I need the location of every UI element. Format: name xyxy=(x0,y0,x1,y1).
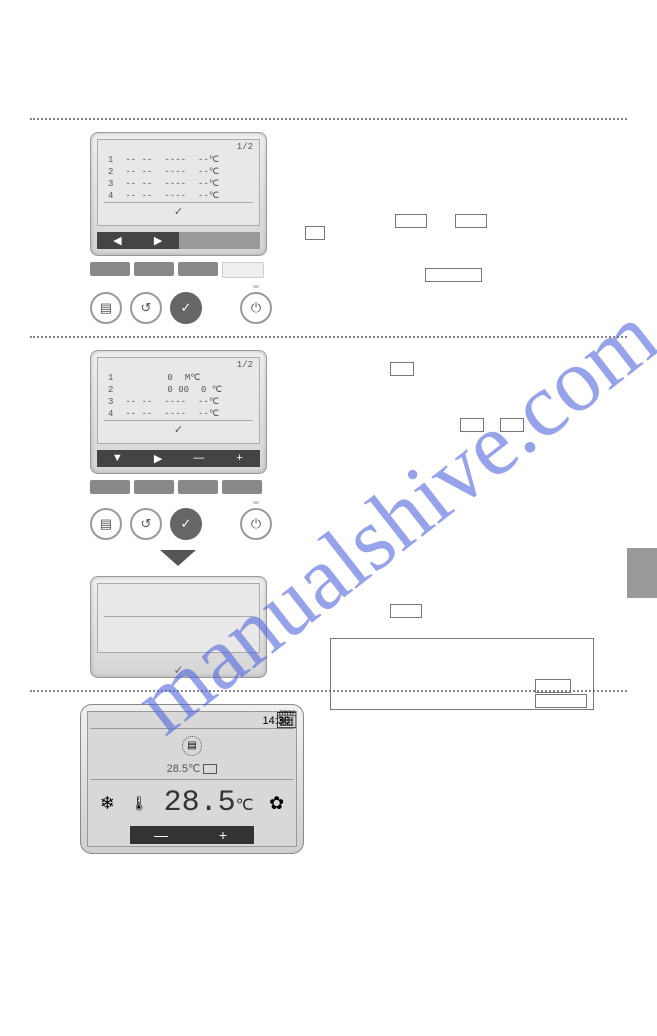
tab-4[interactable] xyxy=(219,232,260,249)
button-1[interactable] xyxy=(90,480,130,494)
table-row: 4-- --------℃ xyxy=(104,408,253,420)
table-row: 3-- --------℃ xyxy=(104,396,253,408)
check-bar: ✓ xyxy=(104,420,253,439)
tab-next[interactable]: ▶ xyxy=(138,450,179,467)
main-lcd-inner: 14:30 ▤ 28.5℃ ❄ 🌡 28.5℃ ✿ — + xyxy=(87,711,297,847)
lcd-screen-2: 1/2 10M℃ 20 000 ℃ 3-- --------℃ 4-- ----… xyxy=(90,350,267,474)
lcd-inner-1: 1/2 1-- --------℃ 2-- --------℃ 3-- ----… xyxy=(97,139,260,226)
tab-minus[interactable]: — xyxy=(179,450,220,467)
calendar-icon: 🗓 xyxy=(275,710,298,731)
button-4[interactable] xyxy=(222,262,264,278)
table-row: 20 000 ℃ xyxy=(104,384,253,396)
fan-icon: ✿ xyxy=(269,793,284,814)
ref-box xyxy=(395,212,427,230)
button-4[interactable] xyxy=(222,480,262,494)
ref-box xyxy=(425,266,482,284)
check-bar: ✓ xyxy=(104,202,253,221)
table-row: 1-- --------℃ xyxy=(104,154,253,166)
current-temp: 28.5℃ xyxy=(164,786,254,820)
ref-box xyxy=(460,416,484,434)
confirm-button[interactable]: ✓ xyxy=(170,508,202,540)
ref-box xyxy=(500,416,524,434)
tab-bar: ▼ ▶ — + xyxy=(97,450,260,467)
check-bar: ✓ xyxy=(91,659,266,681)
power-button[interactable]: ⏻ xyxy=(240,508,272,540)
temp-adjust-bar: — + xyxy=(130,826,254,844)
schedule-icon: ▤ xyxy=(90,729,294,762)
menu-button[interactable]: ▤ xyxy=(90,292,122,324)
ref-box xyxy=(390,360,414,378)
power-led xyxy=(253,501,259,504)
button-2[interactable] xyxy=(134,480,174,494)
ref-box xyxy=(455,212,487,230)
tab-plus[interactable]: + xyxy=(219,450,260,467)
lcd-inner-2: 1/2 10M℃ 20 000 ℃ 3-- --------℃ 4-- ----… xyxy=(97,357,260,444)
temp-plus-button[interactable]: + xyxy=(192,826,254,844)
confirm-button[interactable]: ✓ xyxy=(170,292,202,324)
table-row: 4-- --------℃ xyxy=(104,190,253,202)
tab-prev[interactable]: ◀ xyxy=(97,232,138,249)
cool-mode-icon: ❄ xyxy=(100,793,115,814)
section-1: 1/2 1-- --------℃ 2-- --------℃ 3-- ----… xyxy=(0,120,657,336)
circle-button-row: ▤ ↺ ✓ ⏻ xyxy=(90,508,627,540)
tab-bar: ◀ ▶ xyxy=(97,232,260,249)
button-3[interactable] xyxy=(178,480,218,494)
lcd-screen-1: 1/2 1-- --------℃ 2-- --------℃ 3-- ----… xyxy=(90,132,267,256)
power-led xyxy=(253,285,259,288)
refresh-button[interactable]: ↺ xyxy=(130,508,162,540)
lcd-screen-3: ✓ xyxy=(90,576,267,678)
menu-button[interactable]: ▤ xyxy=(90,508,122,540)
set-temp: 28.5℃ xyxy=(90,762,294,780)
tab-down[interactable]: ▼ xyxy=(97,450,138,467)
power-button[interactable]: ⏻ xyxy=(240,292,272,324)
main-lcd: 14:30 ▤ 28.5℃ ❄ 🌡 28.5℃ ✿ — + xyxy=(80,704,304,854)
refresh-button[interactable]: ↺ xyxy=(130,292,162,324)
button-1[interactable] xyxy=(90,262,130,276)
arrow-down-icon xyxy=(160,550,196,566)
section-2: 1/2 10M℃ 20 000 ℃ 3-- --------℃ 4-- ----… xyxy=(0,338,657,690)
tab-3[interactable] xyxy=(179,232,220,249)
ref-box xyxy=(305,224,325,242)
lcd-inner-3 xyxy=(97,583,260,653)
table-row: 2-- --------℃ xyxy=(104,166,253,178)
button-row xyxy=(90,480,627,494)
button-3[interactable] xyxy=(178,262,218,276)
button-2[interactable] xyxy=(134,262,174,276)
thermo-icon: 🌡 xyxy=(130,795,148,812)
button-row xyxy=(90,262,627,278)
tab-next[interactable]: ▶ xyxy=(138,232,179,249)
section-4: 14:30 ▤ 28.5℃ ❄ 🌡 28.5℃ ✿ — + 🗓 xyxy=(0,692,657,866)
temp-minus-button[interactable]: — xyxy=(130,826,192,844)
circle-button-row: ▤ ↺ ✓ ⏻ xyxy=(90,292,627,324)
table-row: 3-- --------℃ xyxy=(104,178,253,190)
ref-box xyxy=(390,602,422,620)
time-display: 14:30 xyxy=(90,714,294,729)
page-indicator: 1/2 xyxy=(237,142,253,152)
table-row: 10M℃ xyxy=(104,372,253,384)
page-indicator: 1/2 xyxy=(237,360,253,370)
